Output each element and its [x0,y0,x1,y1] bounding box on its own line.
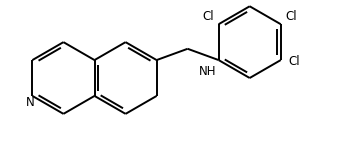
Text: Cl: Cl [289,55,300,68]
Text: NH: NH [198,65,216,78]
Text: Cl: Cl [286,10,297,23]
Text: Cl: Cl [202,10,214,23]
Text: N: N [26,96,35,109]
